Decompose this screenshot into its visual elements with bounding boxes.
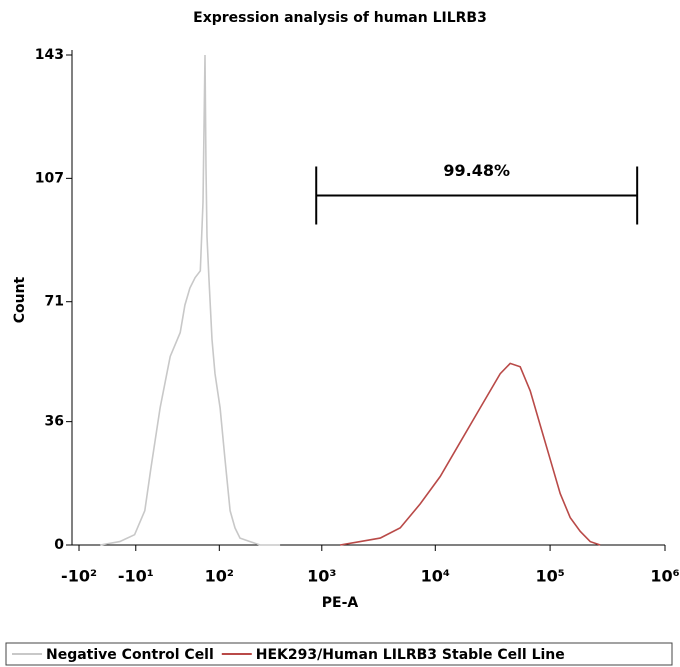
x-axis-label: PE-A (322, 595, 359, 611)
y-tick-label: 143 (35, 47, 64, 63)
legend-label: Negative Control Cell (46, 647, 214, 663)
histogram-line (339, 362, 601, 546)
legend-label: HEK293/Human LILRB3 Stable Cell Line (256, 647, 565, 663)
y-tick-label: 36 (45, 414, 64, 430)
x-tick-label: 10⁴ (421, 567, 450, 586)
y-tick-label: 71 (45, 294, 64, 310)
y-axis-label: Count (12, 276, 28, 323)
histogram-line (100, 54, 281, 546)
x-tick-label: -10¹ (118, 567, 154, 586)
x-tick-label: 10³ (307, 567, 336, 586)
chart-title: Expression analysis of human LILRB3 (193, 10, 487, 26)
y-tick-label: 107 (35, 170, 64, 186)
x-tick-label: 10² (205, 567, 234, 586)
x-tick-label: 10⁵ (535, 567, 564, 586)
x-tick-label: -10² (61, 567, 97, 586)
x-tick-label: 10⁶ (650, 567, 679, 586)
y-tick-label: 0 (54, 537, 64, 553)
legend-box (5, 642, 673, 666)
gate-label: 99.48% (443, 161, 510, 180)
